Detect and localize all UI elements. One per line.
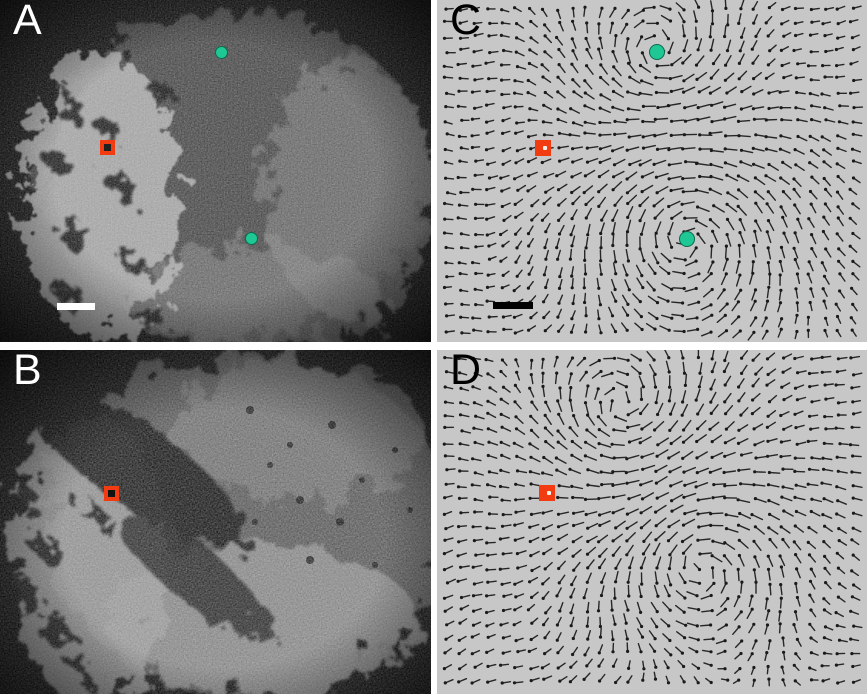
vortex-center-marker	[214, 45, 228, 59]
panel-c-overlay	[437, 0, 867, 342]
vector-dot-overlay	[543, 146, 547, 150]
panel-a-micrograph: A	[0, 0, 431, 342]
panel-label-c: C	[450, 0, 482, 44]
micrograph-a-image	[0, 0, 431, 342]
panel-label-a: A	[13, 0, 42, 44]
vortex-center-marker	[649, 44, 665, 60]
roi-square-marker	[99, 139, 115, 155]
micrograph-b-image	[0, 350, 431, 694]
roi-square-marker	[539, 485, 555, 501]
panel-d-vector-field: D	[437, 350, 867, 694]
panel-b-micrograph: B	[0, 350, 431, 694]
scale-bar	[57, 303, 95, 310]
vector-dot-overlay	[547, 491, 551, 495]
panel-c-vector-field: C	[437, 0, 867, 342]
roi-square-marker	[103, 485, 119, 501]
vortex-center-marker	[244, 231, 258, 245]
panel-label-d: D	[450, 350, 482, 394]
panel-label-b: B	[13, 350, 42, 394]
flow-arrows-layer	[442, 350, 863, 688]
panel-a-overlay	[0, 0, 431, 342]
panel-b-overlay	[0, 350, 431, 694]
vortex-center-marker	[679, 231, 695, 247]
panel-d-overlay	[437, 350, 867, 694]
roi-square-marker	[535, 140, 551, 156]
vector-field-d-plot	[437, 350, 867, 694]
scale-bar	[493, 302, 533, 309]
